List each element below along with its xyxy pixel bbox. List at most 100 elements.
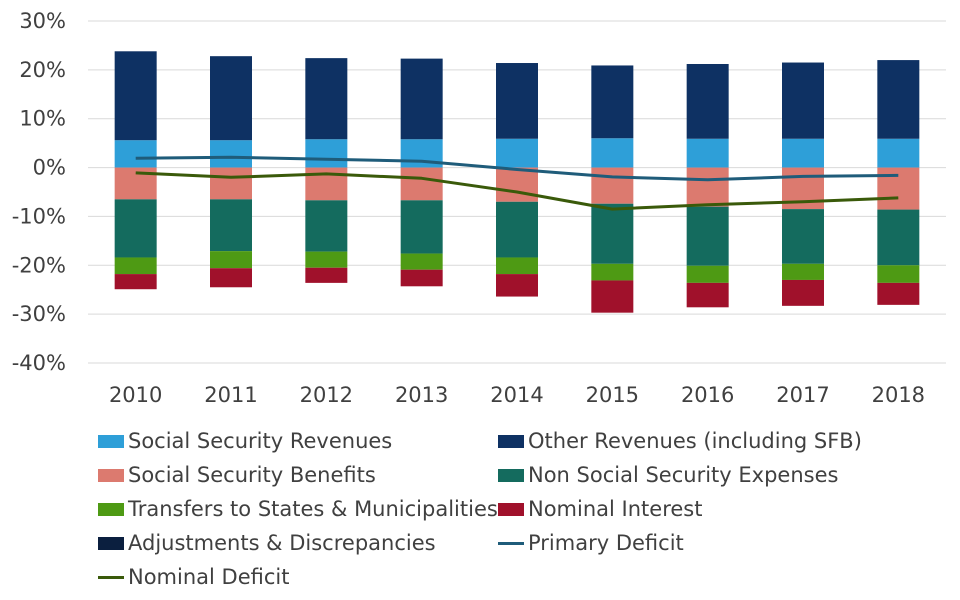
legend-label: Social Security Benefits [128,463,376,487]
legend-item-social-security-benefits: Social Security Benefits [98,463,498,487]
bar-social-security-revenues [591,138,634,168]
legend-label: Primary Deficit [528,531,684,555]
legend-item-adjustments-discrepancies: Adjustments & Discrepancies [98,531,498,555]
x-axis-ticks: 2010 2011 2012 2013 2014 2015 2016 2017 2018 [109,383,925,407]
bar-other-revenues-including-sfb [210,56,252,141]
x-tick-label: 2011 [204,383,257,407]
bar-transfers-to-states-municipalities [114,257,157,275]
line-primary-deficit [135,155,899,182]
y-tick-label: 20% [19,58,66,82]
legend: Social Security Revenues Other Revenues (… [98,424,898,594]
legend-swatch [98,502,124,516]
bar-transfers-to-states-municipalities [305,251,348,268]
bar-social-security-revenues [496,138,538,168]
bar-social-security-revenues [114,140,157,168]
y-tick-label: 0% [33,156,66,180]
legend-item-nominal-interest: Nominal Interest [498,497,898,521]
bar-transfers-to-states-municipalities [400,253,443,270]
legend-row: Social Security Revenues Other Revenues (… [98,424,898,458]
bar-social-security-revenues [305,139,348,168]
legend-label: Non Social Security Expenses [528,463,839,487]
bar-social-security-revenues [210,140,252,168]
x-tick-label: 2012 [300,383,353,407]
bar-other-revenues-including-sfb [877,60,920,139]
legend-swatch [98,434,124,448]
bar-non-social-security-expenses [782,209,824,264]
bar-transfers-to-states-municipalities [591,263,634,281]
legend-swatch [498,502,524,516]
x-tick-label: 2015 [586,383,639,407]
bar-nominal-interest [877,282,920,305]
bar-nominal-interest [782,279,824,306]
legend-label: Nominal Interest [528,497,703,521]
y-tick-label: -20% [12,253,66,277]
x-tick-label: 2013 [395,383,448,407]
legend-row: Transfers to States & Municipalities Nomi… [98,492,898,526]
legend-row: Social Security Benefits Non Social Secur… [98,458,898,492]
y-axis-ticks: -40% -30% -20% -10% 0% 10% 20% 30% [12,9,66,375]
x-tick-label: 2014 [490,383,543,407]
legend-swatch [98,468,124,482]
legend-item-other-revenues-including-sfb: Other Revenues (including SFB) [498,429,898,453]
y-tick-label: 10% [19,107,66,131]
bar-nominal-interest [114,274,157,290]
y-tick-label: -10% [12,204,66,228]
bar-social-security-benefits [400,167,443,201]
bar-nominal-interest [591,280,634,313]
y-tick-label: -40% [12,351,66,375]
bar-non-social-security-expenses [114,199,157,258]
chart-plot: -40% -30% -20% -10% 0% 10% 20% 30% 2010 2011 2012… [12,9,946,407]
y-tick-label: -30% [12,302,66,326]
legend-row: Adjustments & Discrepancies Primary Defic… [98,526,898,560]
bar-social-security-benefits [877,167,920,210]
x-tick-label: 2010 [109,383,162,407]
legend-swatch [98,575,124,579]
bar-other-revenues-including-sfb [400,58,443,140]
y-tick-label: 30% [19,9,66,33]
bar-non-social-security-expenses [877,209,920,266]
x-tick-label: 2017 [776,383,829,407]
bar-nominal-interest [210,268,252,288]
bar-social-security-revenues [782,138,824,168]
legend-item-primary-deficit: Primary Deficit [498,531,898,555]
bar-non-social-security-expenses [305,200,348,252]
bar-nominal-interest [305,267,348,283]
bar-other-revenues-including-sfb [591,65,634,139]
legend-label: Adjustments & Discrepancies [128,531,436,555]
legend-swatch [98,536,124,550]
bar-transfers-to-states-municipalities [877,265,920,283]
legend-swatch [498,468,524,482]
bar-social-security-revenues [877,138,920,168]
x-tick-label: 2018 [872,383,925,407]
bar-transfers-to-states-municipalities [210,251,252,269]
bar-non-social-security-expenses [591,203,634,264]
bar-social-security-benefits [496,167,538,202]
line-nominal-deficit [135,171,899,211]
legend-item-nominal-deficit: Nominal Deficit [98,565,508,589]
lines [135,155,899,211]
bar-social-security-benefits [210,167,252,200]
x-tick-label: 2016 [681,383,734,407]
bar-other-revenues-including-sfb [496,63,538,139]
legend-label: Social Security Revenues [128,429,393,453]
bar-other-revenues-including-sfb [782,62,824,139]
bar-social-security-revenues [686,138,729,168]
bars [114,51,920,313]
bar-transfers-to-states-municipalities [686,265,729,283]
bar-other-revenues-including-sfb [686,63,729,139]
legend-label: Nominal Deficit [128,565,290,589]
bar-non-social-security-expenses [400,200,443,254]
bar-nominal-interest [686,282,729,308]
bar-transfers-to-states-municipalities [496,257,538,275]
legend-item-non-social-security-expenses: Non Social Security Expenses [498,463,898,487]
bar-nominal-interest [400,269,443,287]
legend-swatch [498,541,524,545]
bar-nominal-interest [496,274,538,297]
bar-social-security-benefits [591,167,634,204]
bar-other-revenues-including-sfb [305,58,348,140]
bar-social-security-benefits [686,167,729,207]
bar-transfers-to-states-municipalities [782,263,824,280]
legend-item-social-security-revenues: Social Security Revenues [98,429,498,453]
bar-non-social-security-expenses [686,206,729,266]
